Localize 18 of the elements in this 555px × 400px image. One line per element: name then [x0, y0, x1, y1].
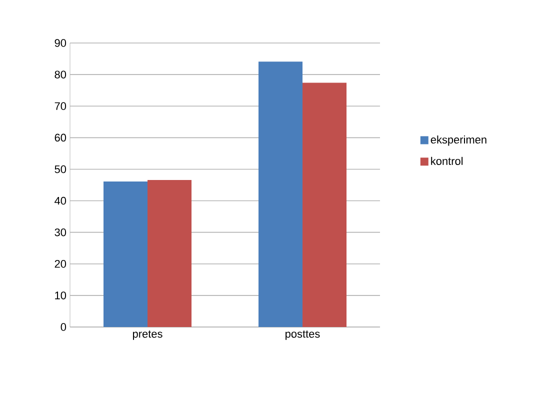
bar [148, 180, 192, 327]
bar [302, 82, 347, 327]
legend-label: eksperimen [430, 136, 486, 146]
y-tick-label: 90 [54, 39, 66, 47]
x-tick-label: posttes [286, 330, 320, 340]
legend-label: kontrol [431, 156, 463, 165]
x-tick-label: pretes [132, 330, 162, 340]
y-tick-label: 30 [54, 228, 66, 236]
y-tick-label: 60 [54, 134, 66, 142]
y-tick-label: 40 [54, 196, 66, 205]
bar [258, 62, 303, 327]
y-tick-label: 70 [54, 102, 66, 110]
y-tick-label: 50 [54, 165, 66, 174]
y-tick-label: 0 [60, 323, 66, 331]
y-tick-label: 20 [54, 260, 66, 268]
y-tick-label: 80 [54, 70, 66, 78]
bar [104, 182, 148, 327]
y-tick-label: 10 [55, 292, 66, 300]
